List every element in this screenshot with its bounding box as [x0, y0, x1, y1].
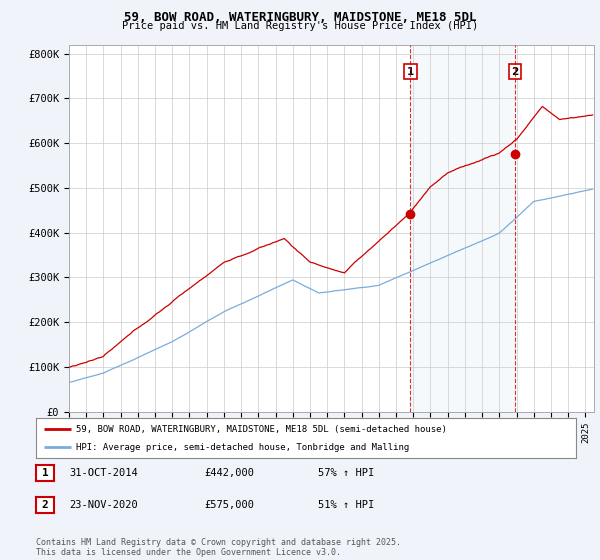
Text: Price paid vs. HM Land Registry's House Price Index (HPI): Price paid vs. HM Land Registry's House … [122, 21, 478, 31]
Text: 23-NOV-2020: 23-NOV-2020 [69, 500, 138, 510]
Text: 1: 1 [41, 468, 49, 478]
Text: 57% ↑ HPI: 57% ↑ HPI [318, 468, 374, 478]
Text: £442,000: £442,000 [204, 468, 254, 478]
Bar [410, 45, 515, 412]
Text: 2: 2 [41, 500, 49, 510]
Text: 31-OCT-2014: 31-OCT-2014 [69, 468, 138, 478]
Text: HPI: Average price, semi-detached house, Tonbridge and Malling: HPI: Average price, semi-detached house,… [77, 443, 410, 452]
Text: £575,000: £575,000 [204, 500, 254, 510]
Text: 1: 1 [407, 67, 414, 77]
Text: Contains HM Land Registry data © Crown copyright and database right 2025.
This d: Contains HM Land Registry data © Crown c… [36, 538, 401, 557]
Text: 2: 2 [511, 67, 518, 77]
Text: 51% ↑ HPI: 51% ↑ HPI [318, 500, 374, 510]
Text: 59, BOW ROAD, WATERINGBURY, MAIDSTONE, ME18 5DL (semi-detached house): 59, BOW ROAD, WATERINGBURY, MAIDSTONE, M… [77, 424, 448, 433]
Text: 59, BOW ROAD, WATERINGBURY, MAIDSTONE, ME18 5DL: 59, BOW ROAD, WATERINGBURY, MAIDSTONE, M… [124, 11, 476, 24]
